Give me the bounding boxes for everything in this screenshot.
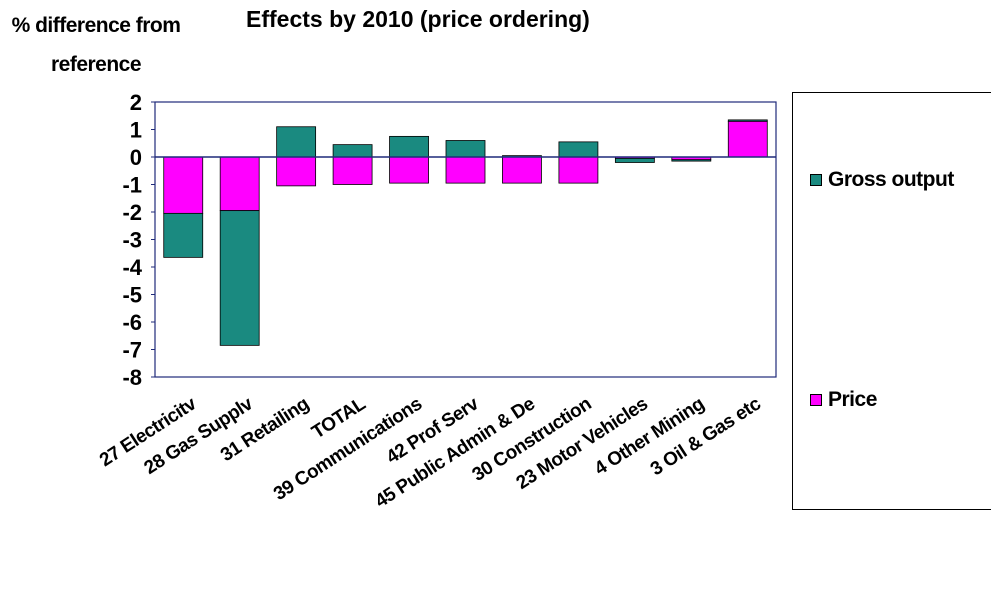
y-tick-label: 0: [130, 145, 142, 170]
bar-price: [276, 156, 317, 187]
bar-price: [332, 156, 373, 185]
legend-swatch-gross-output: [810, 174, 822, 186]
legend-label-gross-output: Gross output: [828, 168, 954, 191]
y-tick-label: -2: [122, 200, 142, 225]
bar-gross-output: [163, 212, 204, 258]
bar-price: [219, 156, 260, 212]
legend-label-price: Price: [828, 388, 877, 411]
bar-price: [163, 156, 204, 214]
bar-gross-output: [614, 157, 655, 163]
legend-item-price: Price: [810, 388, 877, 412]
y-tick-label: -7: [122, 338, 142, 363]
y-tick-label: 1: [130, 118, 142, 143]
y-tick-label: -8: [122, 365, 142, 390]
bar-gross-output: [332, 144, 373, 158]
bar-gross-output: [219, 210, 260, 346]
bar-gross-output: [276, 126, 317, 158]
bar-gross-output: [727, 119, 768, 122]
y-tick-label: -6: [122, 310, 142, 335]
y-tick-label: 2: [130, 90, 142, 115]
bar-price: [445, 156, 486, 184]
legend-item-gross-output: Gross output: [810, 168, 954, 192]
legend: [792, 92, 991, 510]
bar-price: [558, 156, 599, 184]
bar-gross-output: [445, 140, 486, 158]
y-tick-label: -3: [122, 228, 142, 253]
y-tick-label: -1: [122, 173, 142, 198]
y-tick-label: -4: [122, 255, 142, 280]
bar-price: [502, 156, 542, 184]
legend-swatch-price: [810, 394, 822, 406]
bar-gross-output: [389, 135, 429, 158]
bar-gross-output: [558, 141, 599, 158]
bar-price: [727, 120, 768, 158]
bar-gross-output: [671, 159, 712, 162]
bar-price: [389, 156, 429, 184]
chart-title: Effects by 2010 (price ordering): [246, 6, 590, 32]
y-axis-label: % difference from reference: [11, 14, 181, 76]
y-tick-label: -5: [122, 283, 142, 308]
